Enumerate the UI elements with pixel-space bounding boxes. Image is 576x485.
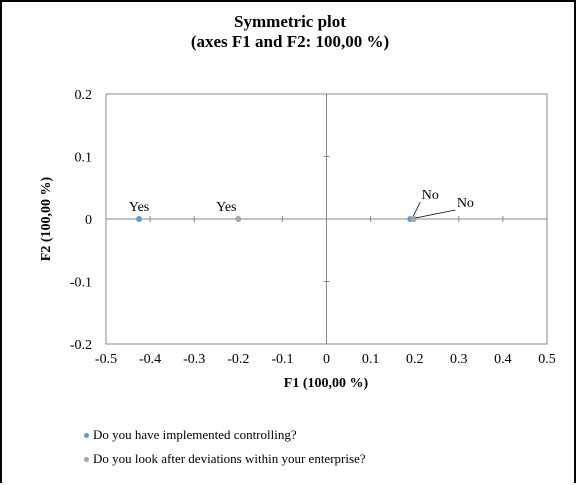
point-label: Yes bbox=[216, 200, 236, 215]
chart-title-line-1: Symmetric plot bbox=[234, 12, 346, 31]
legend-marker-gray bbox=[84, 456, 89, 462]
x-tick-label: -0.2 bbox=[227, 352, 249, 367]
y-axis-label: F2 (100,00 %) bbox=[39, 176, 54, 261]
data-point-no bbox=[410, 216, 417, 222]
x-tick-label: 0 bbox=[323, 352, 330, 367]
x-tick-label: -0.3 bbox=[183, 352, 205, 367]
x-axis-label: F1 (100,00 %) bbox=[284, 376, 369, 391]
data-point-yes bbox=[136, 216, 143, 222]
y-tick-label: 0 bbox=[85, 213, 92, 228]
legend: Do you have implemented controlling? Do … bbox=[84, 423, 366, 471]
data-point-yes bbox=[235, 216, 242, 222]
point-label: No bbox=[422, 188, 439, 203]
legend-item-deviations: Do you look after deviations within your… bbox=[84, 447, 366, 471]
legend-item-controlling: Do you have implemented controlling? bbox=[84, 423, 366, 447]
x-tick-label: -0.1 bbox=[271, 352, 293, 367]
legend-label: Do you look after deviations within your… bbox=[93, 451, 366, 466]
point-label: No bbox=[457, 196, 474, 211]
x-tick-label: 0.2 bbox=[406, 352, 424, 367]
data-points: Yes No Yes No bbox=[129, 188, 474, 222]
chart-title-line-2: (axes F1 and F2: 100,00 %) bbox=[190, 32, 390, 51]
y-tick-label: -0.1 bbox=[70, 276, 92, 291]
legend-label: Do you have implemented controlling? bbox=[93, 427, 297, 442]
x-tick-label: 0.1 bbox=[362, 352, 380, 367]
x-tick-label: 0.3 bbox=[450, 352, 468, 367]
tick-labels: -0.5 -0.4 -0.3 -0.2 -0.1 0 0.1 0.2 0.3 0.4 0.5 -0.2… bbox=[70, 88, 556, 367]
x-tick-label: 0.5 bbox=[538, 352, 556, 367]
x-tick-label: -0.4 bbox=[139, 352, 161, 367]
y-tick-label: 0.2 bbox=[75, 88, 93, 103]
y-tick-label: 0.1 bbox=[75, 151, 93, 166]
x-tick-label: -0.5 bbox=[95, 352, 117, 367]
y-tick-label: -0.2 bbox=[70, 338, 92, 353]
legend-marker-blue bbox=[84, 432, 89, 438]
label-leader-line bbox=[411, 201, 421, 219]
point-label: Yes bbox=[129, 200, 149, 215]
chart-title: Symmetric plot (axes F1 and F2: 100,00 %… bbox=[2, 12, 576, 52]
x-tick-label: 0.4 bbox=[494, 352, 512, 367]
label-leader-line bbox=[415, 209, 456, 219]
axes bbox=[105, 93, 548, 345]
